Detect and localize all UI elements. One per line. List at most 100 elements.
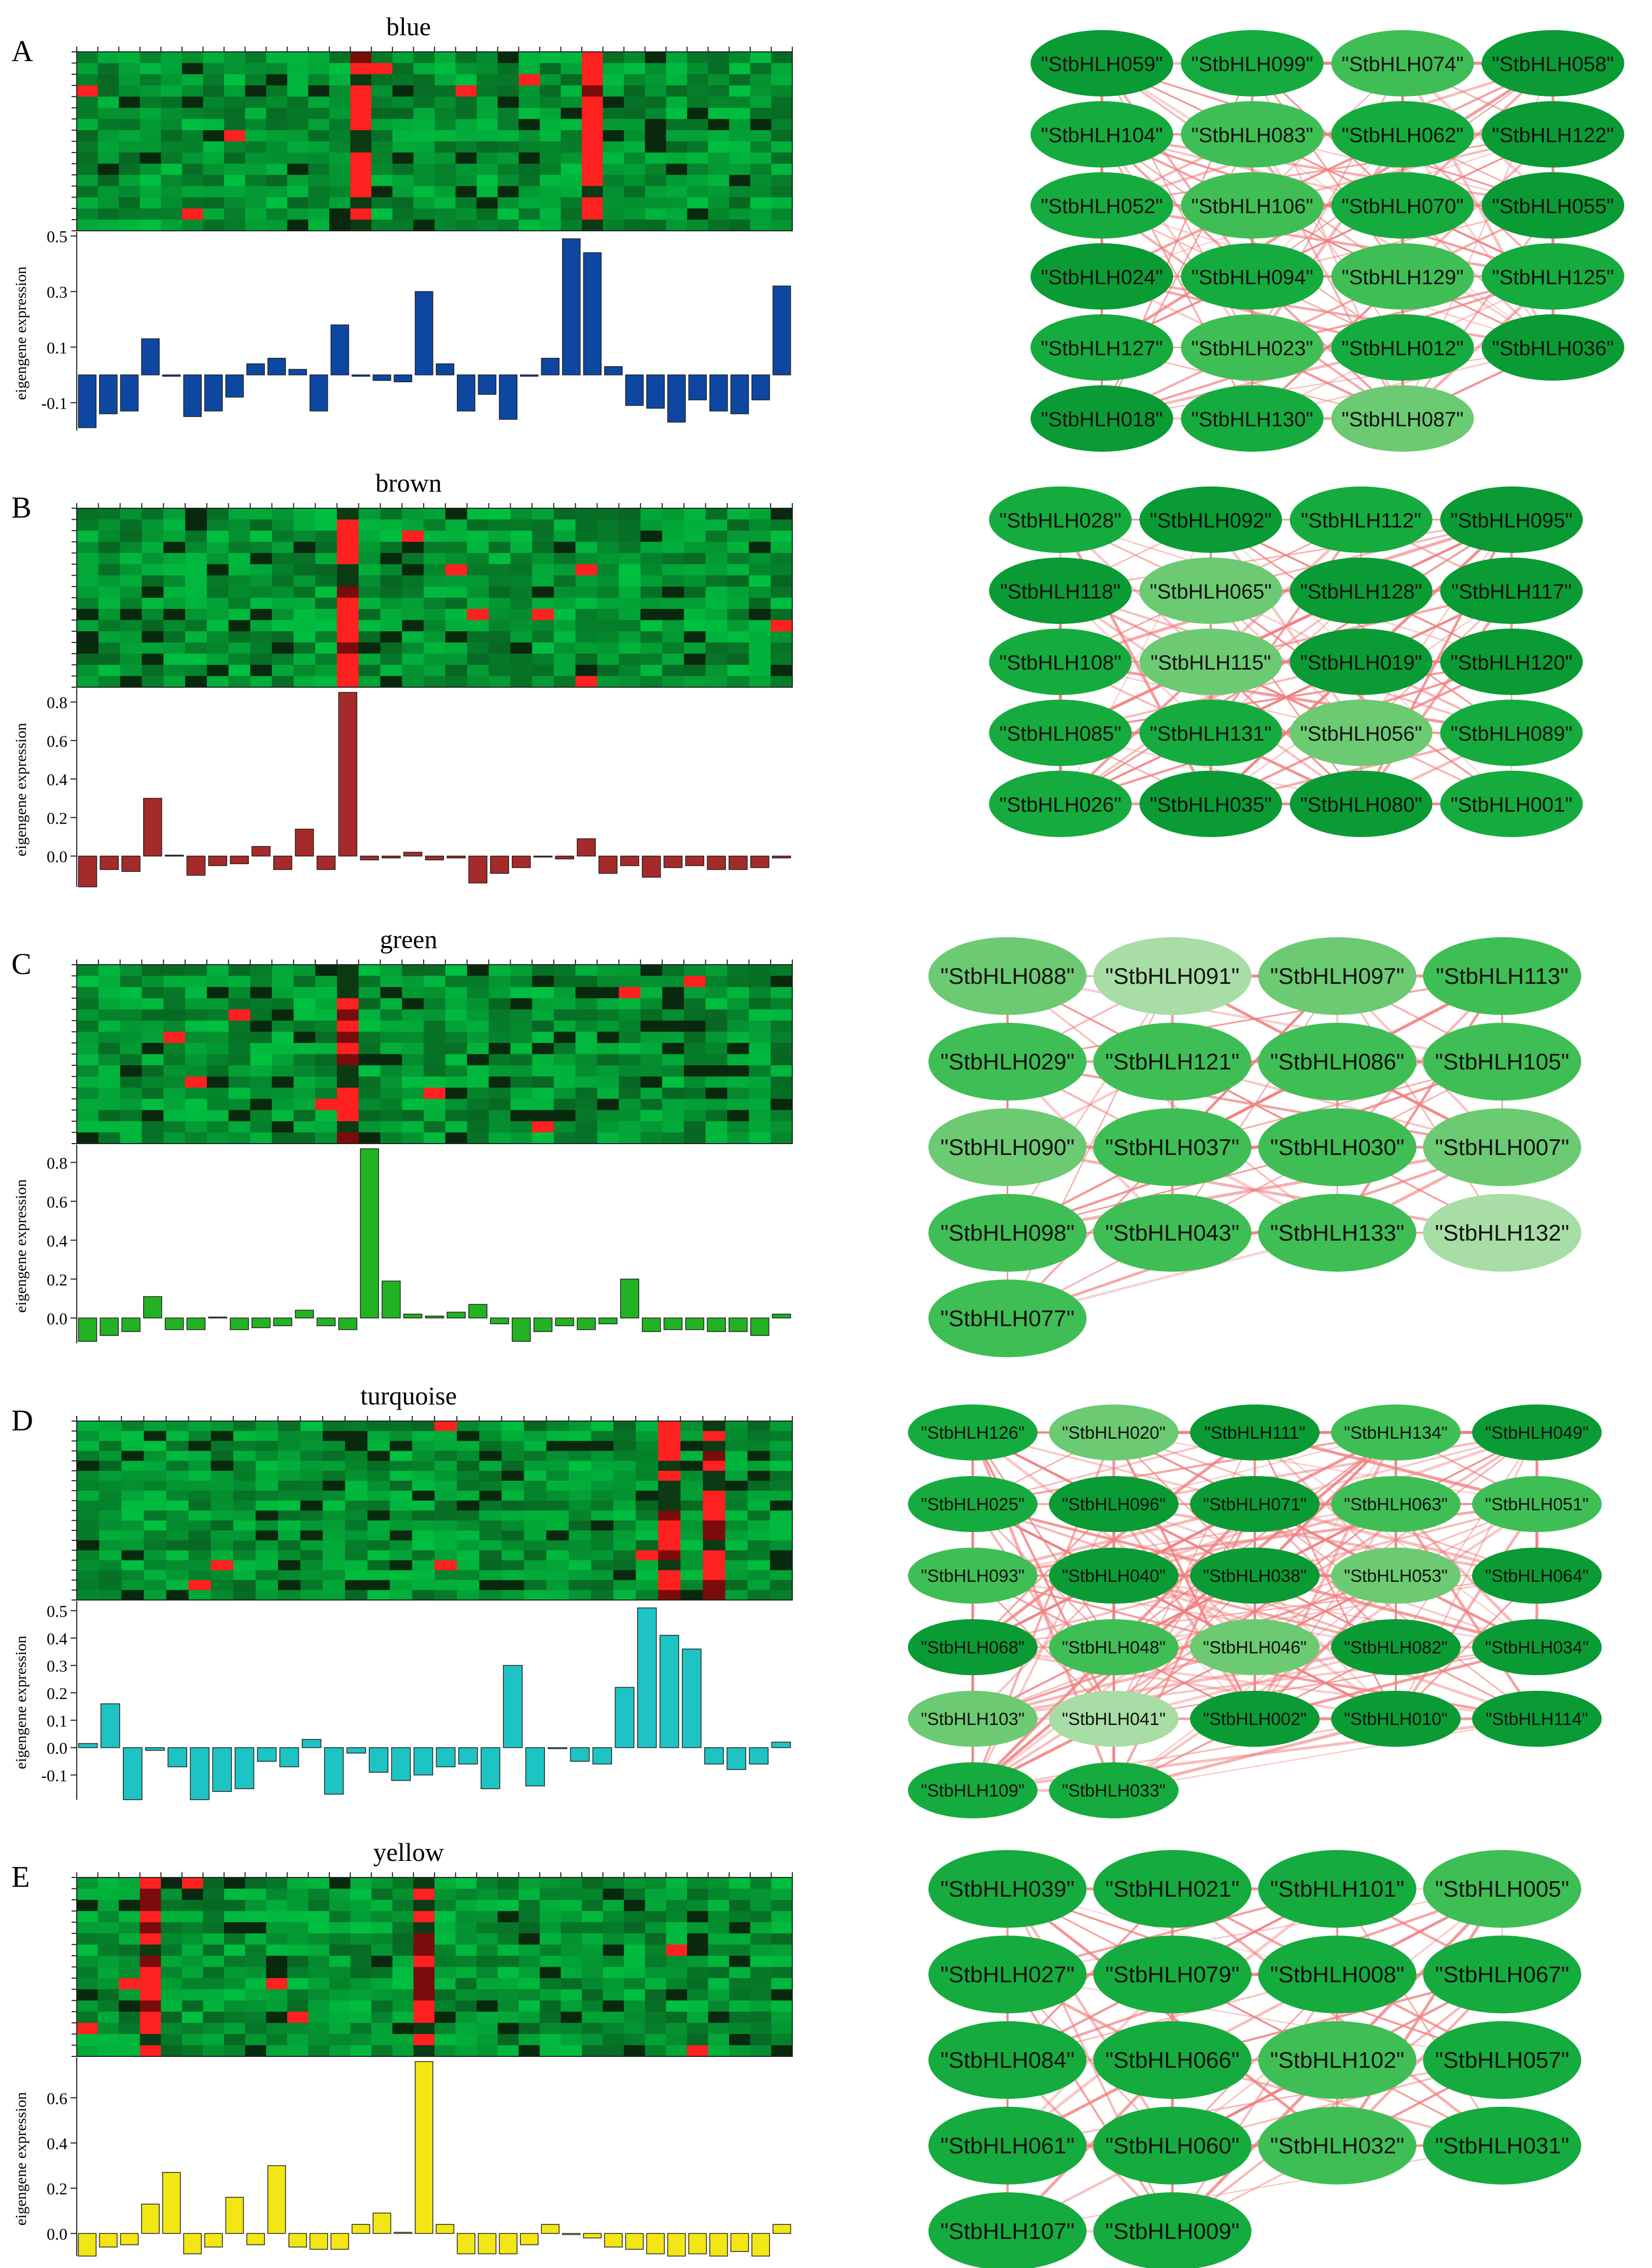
gene-node[interactable]: "StbHLH026"	[989, 771, 1132, 837]
gene-node[interactable]: "StbHLH128"	[1290, 558, 1433, 624]
gene-node[interactable]: "StbHLH086"	[1258, 1023, 1417, 1101]
gene-node[interactable]: "StbHLH037"	[1093, 1108, 1252, 1186]
gene-node[interactable]: "StbHLH033"	[1049, 1762, 1179, 1818]
gene-node[interactable]: "StbHLH097"	[1258, 937, 1417, 1015]
gene-node[interactable]: "StbHLH080"	[1290, 771, 1433, 837]
gene-node[interactable]: "StbHLH008"	[1258, 1936, 1417, 2013]
gene-node[interactable]: "StbHLH131"	[1139, 700, 1282, 766]
gene-node[interactable]: "StbHLH063"	[1331, 1476, 1461, 1532]
gene-node[interactable]: "StbHLH092"	[1139, 486, 1282, 553]
gene-node[interactable]: "StbHLH043"	[1093, 1194, 1252, 1272]
gene-node[interactable]: "StbHLH068"	[908, 1619, 1038, 1675]
gene-node[interactable]: "StbHLH019"	[1290, 629, 1433, 695]
gene-node[interactable]: "StbHLH090"	[928, 1108, 1087, 1186]
gene-node[interactable]: "StbHLH030"	[1258, 1108, 1417, 1186]
gene-node[interactable]: "StbHLH104"	[1030, 101, 1173, 168]
gene-node[interactable]: "StbHLH010"	[1331, 1691, 1461, 1747]
gene-node[interactable]: "StbHLH018"	[1030, 385, 1173, 452]
gene-node[interactable]: "StbHLH109"	[908, 1762, 1038, 1818]
gene-node[interactable]: "StbHLH070"	[1331, 172, 1474, 239]
gene-node[interactable]: "StbHLH048"	[1049, 1619, 1179, 1675]
gene-node[interactable]: "StbHLH020"	[1049, 1404, 1179, 1460]
gene-node[interactable]: "StbHLH089"	[1440, 700, 1583, 766]
gene-node[interactable]: "StbHLH088"	[928, 937, 1087, 1015]
gene-node[interactable]: "StbHLH130"	[1181, 385, 1324, 452]
gene-node[interactable]: "StbHLH093"	[908, 1548, 1038, 1604]
gene-node[interactable]: "StbHLH038"	[1190, 1548, 1320, 1604]
gene-node[interactable]: "StbHLH125"	[1481, 243, 1625, 310]
gene-node[interactable]: "StbHLH061"	[928, 2107, 1087, 2184]
gene-node[interactable]: "StbHLH039"	[928, 1850, 1087, 1928]
gene-node[interactable]: "StbHLH103"	[908, 1691, 1038, 1747]
gene-node[interactable]: "StbHLH111"	[1190, 1404, 1320, 1460]
gene-node[interactable]: "StbHLH066"	[1093, 2021, 1252, 2099]
gene-node[interactable]: "StbHLH079"	[1093, 1936, 1252, 2013]
gene-node[interactable]: "StbHLH060"	[1093, 2107, 1252, 2184]
gene-node[interactable]: "StbHLH084"	[928, 2021, 1087, 2099]
gene-node[interactable]: "StbHLH112"	[1290, 486, 1433, 553]
gene-node[interactable]: "StbHLH024"	[1030, 243, 1173, 310]
gene-node[interactable]: "StbHLH098"	[928, 1194, 1087, 1272]
gene-node[interactable]: "StbHLH031"	[1423, 2107, 1581, 2184]
gene-node[interactable]: "StbHLH106"	[1181, 172, 1324, 239]
gene-node[interactable]: "StbHLH051"	[1472, 1476, 1602, 1532]
gene-node[interactable]: "StbHLH028"	[989, 486, 1132, 553]
gene-node[interactable]: "StbHLH058"	[1481, 30, 1625, 96]
gene-node[interactable]: "StbHLH053"	[1331, 1548, 1461, 1604]
gene-node[interactable]: "StbHLH121"	[1093, 1023, 1252, 1101]
gene-node[interactable]: "StbHLH114"	[1472, 1691, 1602, 1747]
gene-node[interactable]: "StbHLH113"	[1423, 937, 1581, 1015]
gene-node[interactable]: "StbHLH099"	[1181, 30, 1324, 96]
gene-node[interactable]: "StbHLH120"	[1440, 629, 1583, 695]
gene-node[interactable]: "StbHLH071"	[1190, 1476, 1320, 1532]
gene-node[interactable]: "StbHLH118"	[989, 558, 1132, 624]
gene-node[interactable]: "StbHLH056"	[1290, 700, 1433, 766]
gene-node[interactable]: "StbHLH117"	[1440, 558, 1583, 624]
gene-node[interactable]: "StbHLH127"	[1030, 314, 1173, 381]
gene-node[interactable]: "StbHLH083"	[1181, 101, 1324, 168]
gene-node[interactable]: "StbHLH005"	[1423, 1850, 1581, 1928]
gene-node[interactable]: "StbHLH021"	[1093, 1850, 1252, 1928]
gene-node[interactable]: "StbHLH102"	[1258, 2021, 1417, 2099]
gene-node[interactable]: "StbHLH082"	[1331, 1619, 1461, 1675]
gene-node[interactable]: "StbHLH029"	[928, 1023, 1087, 1101]
gene-node[interactable]: "StbHLH036"	[1481, 314, 1625, 381]
gene-node[interactable]: "StbHLH105"	[1423, 1023, 1581, 1101]
gene-node[interactable]: "StbHLH096"	[1049, 1476, 1179, 1532]
gene-node[interactable]: "StbHLH108"	[989, 629, 1132, 695]
gene-node[interactable]: "StbHLH025"	[908, 1476, 1038, 1532]
gene-node[interactable]: "StbHLH035"	[1139, 771, 1282, 837]
gene-node[interactable]: "StbHLH074"	[1331, 30, 1474, 96]
gene-node[interactable]: "StbHLH007"	[1423, 1108, 1581, 1186]
gene-node[interactable]: "StbHLH094"	[1181, 243, 1324, 310]
gene-node[interactable]: "StbHLH107"	[928, 2192, 1087, 2268]
gene-node[interactable]: "StbHLH002"	[1190, 1691, 1320, 1747]
gene-node[interactable]: "StbHLH095"	[1440, 486, 1583, 553]
gene-node[interactable]: "StbHLH040"	[1049, 1548, 1179, 1604]
gene-node[interactable]: "StbHLH057"	[1423, 2021, 1581, 2099]
gene-node[interactable]: "StbHLH077"	[928, 1279, 1087, 1357]
gene-node[interactable]: "StbHLH041"	[1049, 1691, 1179, 1747]
gene-node[interactable]: "StbHLH129"	[1331, 243, 1474, 310]
gene-node[interactable]: "StbHLH032"	[1258, 2107, 1417, 2184]
gene-node[interactable]: "StbHLH023"	[1181, 314, 1324, 381]
gene-node[interactable]: "StbHLH055"	[1481, 172, 1625, 239]
gene-node[interactable]: "StbHLH115"	[1139, 629, 1282, 695]
gene-node[interactable]: "StbHLH001"	[1440, 771, 1583, 837]
gene-node[interactable]: "StbHLH085"	[989, 700, 1132, 766]
gene-node[interactable]: "StbHLH012"	[1331, 314, 1474, 381]
gene-node[interactable]: "StbHLH087"	[1331, 385, 1474, 452]
gene-node[interactable]: "StbHLH049"	[1472, 1404, 1602, 1460]
gene-node[interactable]: "StbHLH059"	[1030, 30, 1173, 96]
gene-node[interactable]: "StbHLH034"	[1472, 1619, 1602, 1675]
gene-node[interactable]: "StbHLH027"	[928, 1936, 1087, 2013]
gene-node[interactable]: "StbHLH132"	[1423, 1194, 1581, 1272]
gene-node[interactable]: "StbHLH133"	[1258, 1194, 1417, 1272]
gene-node[interactable]: "StbHLH052"	[1030, 172, 1173, 239]
gene-node[interactable]: "StbHLH065"	[1139, 558, 1282, 624]
gene-node[interactable]: "StbHLH064"	[1472, 1548, 1602, 1604]
gene-node[interactable]: "StbHLH091"	[1093, 937, 1252, 1015]
gene-node[interactable]: "StbHLH067"	[1423, 1936, 1581, 2013]
gene-node[interactable]: "StbHLH101"	[1258, 1850, 1417, 1928]
gene-node[interactable]: "StbHLH126"	[908, 1404, 1038, 1460]
